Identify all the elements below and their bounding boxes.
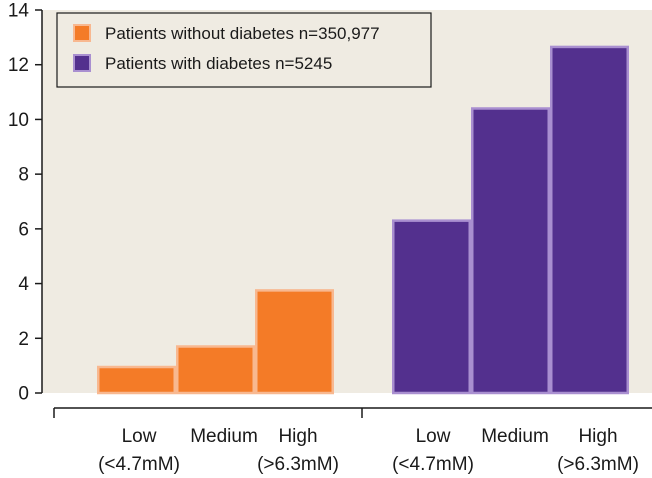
y-tick-label: 6	[18, 219, 29, 240]
bar	[471, 107, 550, 395]
x-category-sublabel: (<4.7mM)	[392, 454, 474, 475]
y-tick-label: 14	[8, 1, 30, 22]
x-axis: Low (<4.7mM) Medium High (>6.3mM) Low (<4.7mM)…	[53, 407, 652, 475]
legend: Patients without diabetes n=350,977 Patie…	[56, 12, 432, 88]
x-category-sublabel: (>6.3mM)	[557, 454, 639, 475]
x-category-label: High	[278, 426, 317, 447]
legend-swatch	[73, 24, 91, 42]
bar	[550, 45, 629, 395]
y-axis: 0 2 4 6 8 10 12 14	[8, 1, 43, 405]
x-category-label: Low	[122, 426, 157, 447]
bar	[255, 289, 334, 395]
y-tick-label: 0	[18, 384, 29, 405]
y-tick-label: 10	[8, 110, 29, 131]
y-tick-label: 8	[18, 165, 29, 186]
x-category-label: Medium	[481, 426, 549, 447]
x-category-sublabel: (<4.7mM)	[98, 454, 180, 475]
x-category-sublabel: (>6.3mM)	[257, 454, 339, 475]
x-category-label: Low	[416, 426, 451, 447]
bar	[392, 219, 471, 395]
legend-entry: Patients with diabetes n=5245	[105, 54, 332, 73]
y-tick-label: 12	[8, 55, 29, 76]
y-tick-label: 4	[18, 274, 29, 295]
bar	[97, 365, 176, 395]
legend-entry: Patients without diabetes n=350,977	[105, 24, 380, 43]
bar	[176, 345, 255, 395]
bars	[97, 45, 629, 395]
x-category-label: Medium	[190, 426, 258, 447]
x-category-label: High	[578, 426, 617, 447]
legend-box	[56, 12, 432, 88]
y-tick-label: 2	[18, 329, 29, 350]
legend-swatch	[73, 54, 91, 72]
